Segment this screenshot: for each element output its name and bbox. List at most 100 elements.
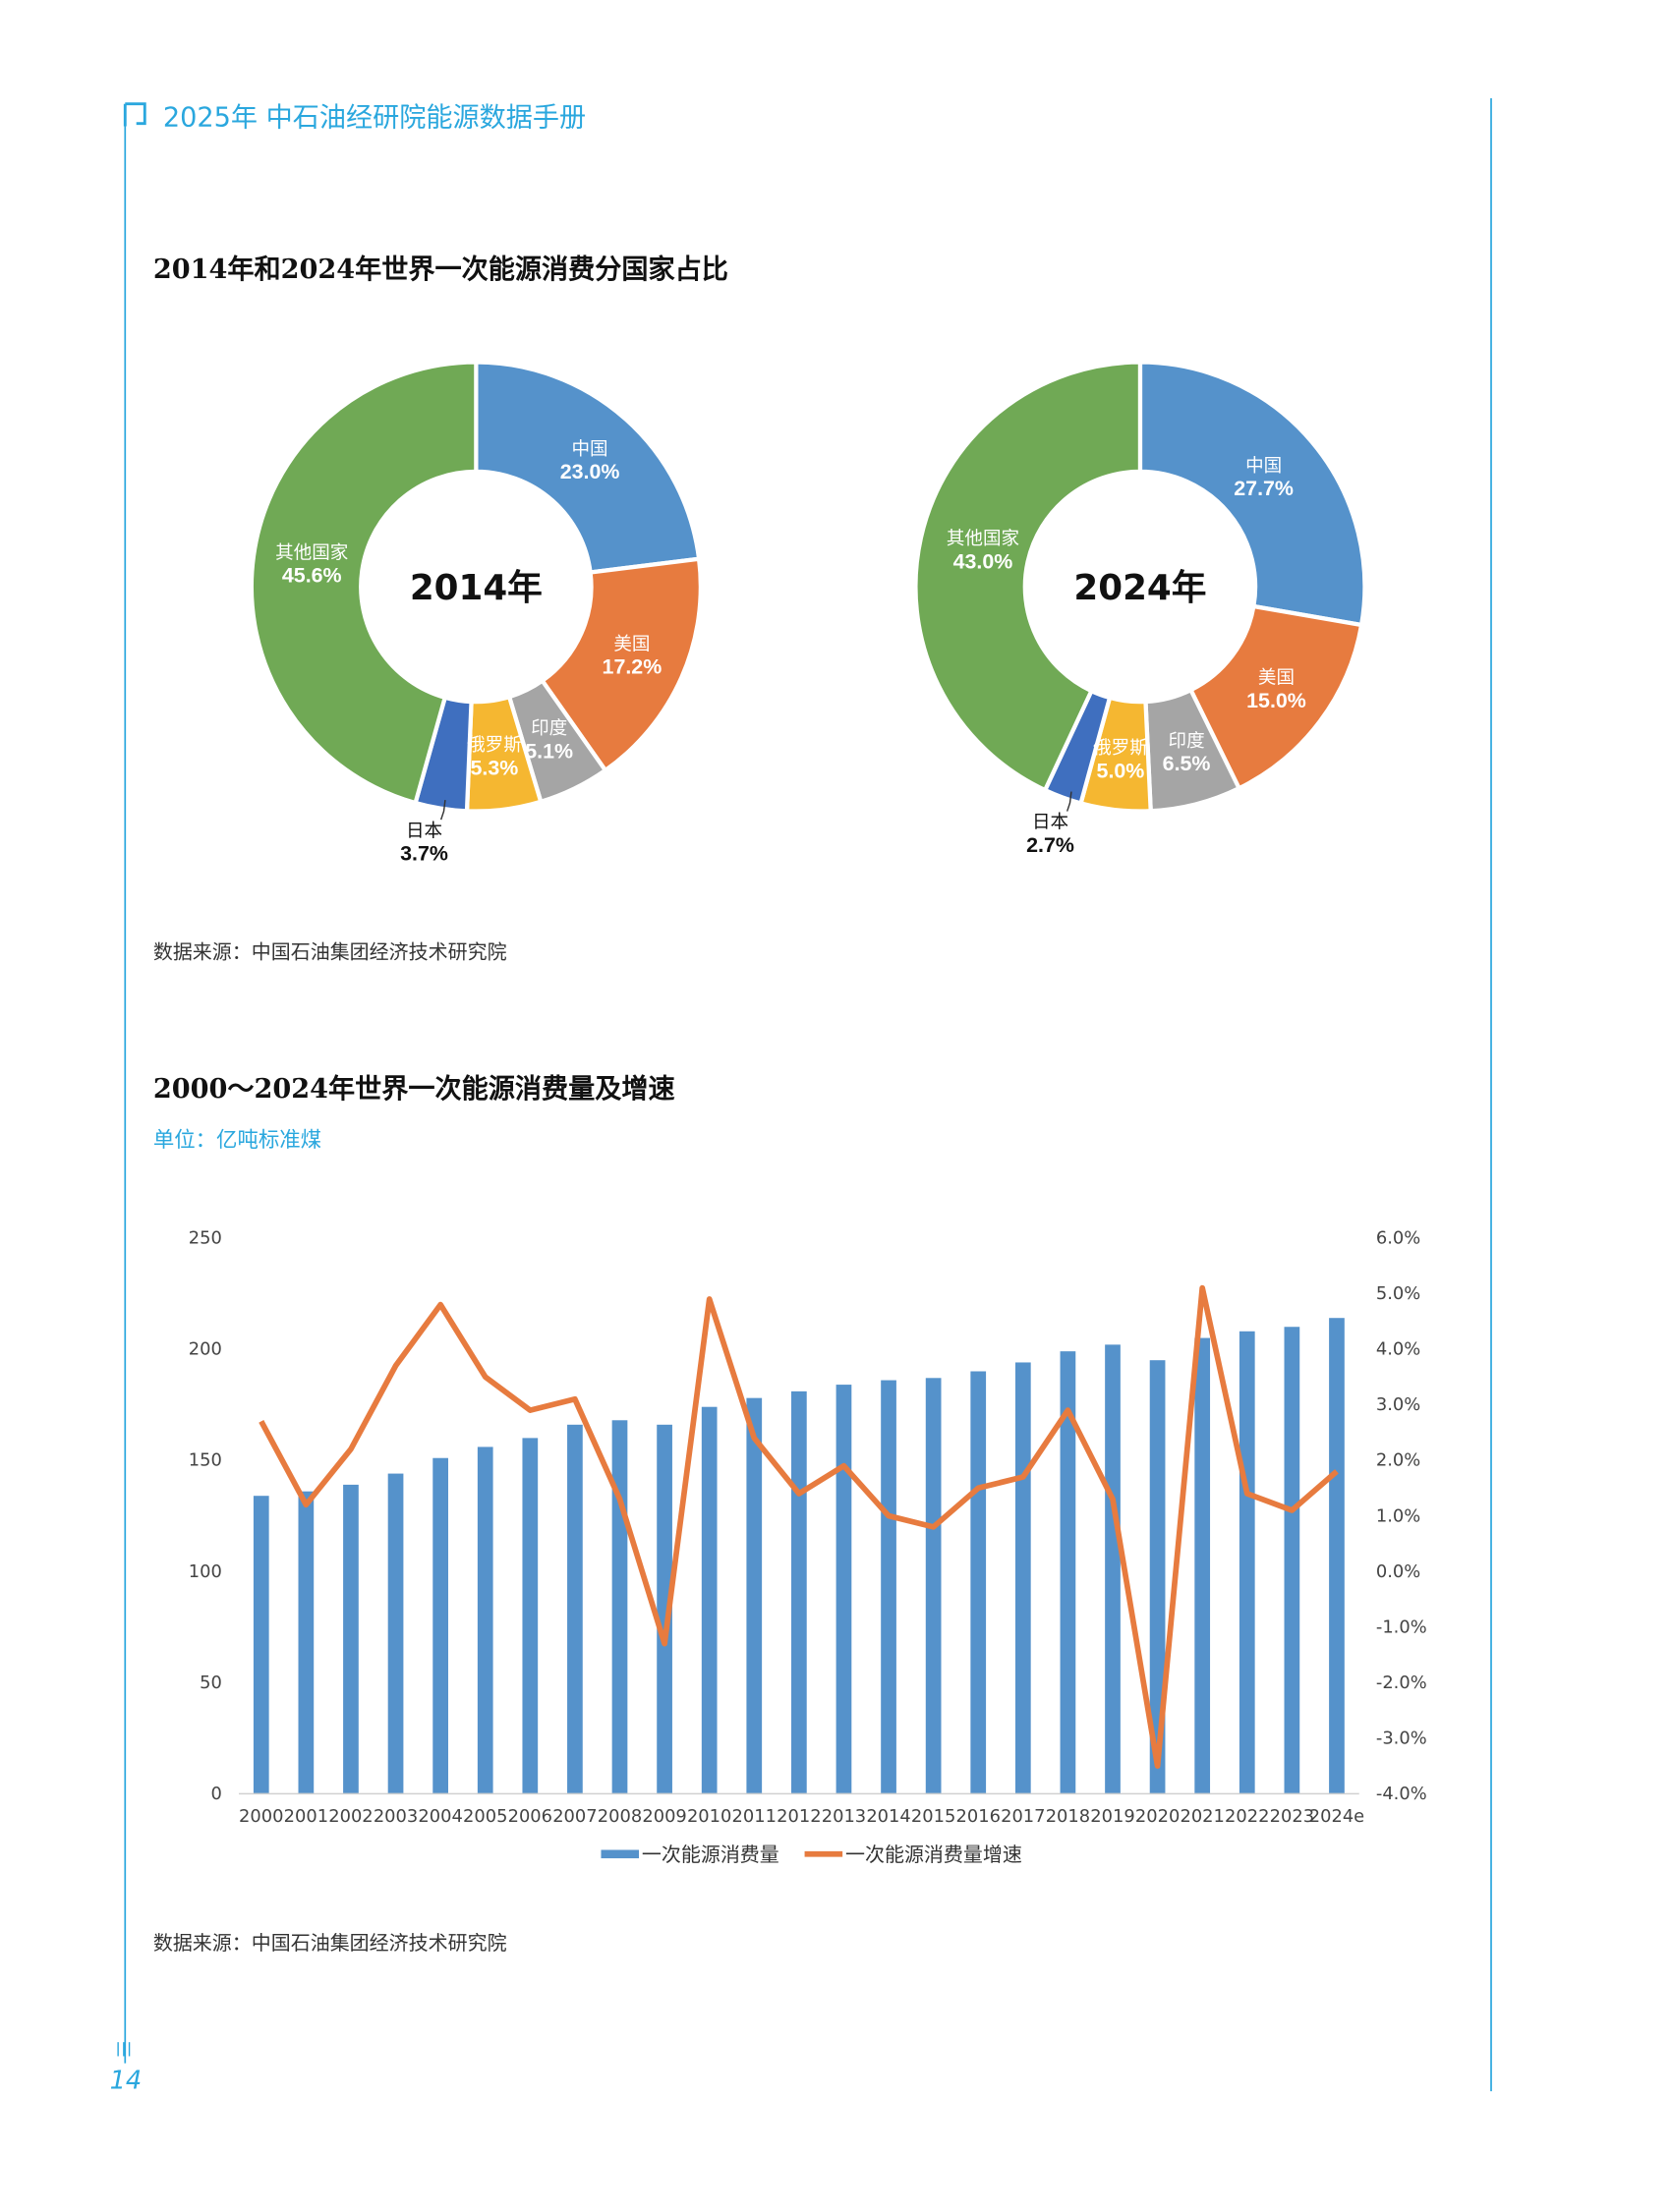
x-tick: 2007 <box>552 1806 597 1827</box>
bar-2002 <box>343 1484 359 1794</box>
y-right-tick: 1.0% <box>1376 1505 1420 1526</box>
y-right-tick: 4.0% <box>1376 1339 1420 1360</box>
x-tick: 2000 <box>239 1806 283 1827</box>
pie-value-russia: 5.0% <box>1097 759 1145 782</box>
x-tick: 2013 <box>822 1806 866 1827</box>
x-tick: 2017 <box>1001 1806 1045 1827</box>
pie-label-china: 中国 <box>572 439 608 460</box>
x-tick: 2018 <box>1046 1806 1090 1827</box>
header-title: 2025年 中石油经研院能源数据手册 <box>163 103 586 134</box>
x-tick: 2009 <box>642 1806 686 1827</box>
pie-value-others: 45.6% <box>282 564 342 588</box>
x-tick: 2020 <box>1135 1806 1180 1827</box>
pie-value-japan: 2.7% <box>1026 833 1074 857</box>
x-tick: 2002 <box>328 1806 373 1827</box>
x-tick: 2005 <box>463 1806 507 1827</box>
x-tick: 2008 <box>598 1806 642 1827</box>
y-left-tick: 200 <box>189 1339 222 1360</box>
y-right-tick: 6.0% <box>1376 1227 1420 1248</box>
bar-2009 <box>657 1424 672 1794</box>
bar-2005 <box>477 1446 493 1794</box>
x-tick: 2006 <box>508 1806 552 1827</box>
pie-value-india: 5.1% <box>525 739 573 763</box>
pie-label-others: 其他国家 <box>275 542 348 563</box>
x-tick: 2003 <box>374 1806 418 1827</box>
x-tick: 2016 <box>956 1806 1001 1827</box>
bar-2024e <box>1329 1318 1345 1794</box>
bar-2003 <box>387 1473 404 1794</box>
y-left-tick: 0 <box>210 1784 221 1804</box>
x-tick: 2024e <box>1309 1806 1364 1827</box>
section2-unit: 单位：亿吨标准煤 <box>153 1128 321 1153</box>
y-right-tick: 0.0% <box>1376 1561 1420 1582</box>
y-right-tick: -1.0% <box>1376 1616 1427 1637</box>
x-tick: 2022 <box>1225 1806 1269 1827</box>
bar-2012 <box>791 1390 807 1794</box>
pie-center-label: 2014年 <box>410 568 543 608</box>
y-right-tick: 5.0% <box>1376 1283 1420 1304</box>
pie-label-japan: 日本 <box>1032 813 1068 833</box>
x-tick: 2014 <box>866 1806 910 1827</box>
bar-2019 <box>1105 1344 1121 1794</box>
page-number: 14 <box>110 2066 143 2095</box>
y-right-tick: -3.0% <box>1376 1729 1427 1749</box>
y-right-tick: -2.0% <box>1376 1673 1427 1693</box>
y-left-tick: 250 <box>189 1227 222 1248</box>
pie-label-others: 其他国家 <box>947 529 1019 549</box>
pie-slice-usa <box>539 556 703 773</box>
bar-2004 <box>432 1457 448 1794</box>
legend-swatch-bar <box>601 1849 640 1859</box>
y-right-tick: -4.0% <box>1376 1784 1427 1804</box>
bar-2018 <box>1060 1351 1076 1794</box>
x-tick: 2019 <box>1090 1806 1134 1827</box>
pie-value-usa: 17.2% <box>603 655 663 679</box>
x-tick: 2015 <box>911 1806 955 1827</box>
pie-label-india: 印度 <box>531 718 567 739</box>
bar-2021 <box>1194 1337 1211 1794</box>
pie-label-india: 印度 <box>1169 731 1205 752</box>
pie-value-russia: 5.3% <box>471 756 519 779</box>
bar-2011 <box>746 1397 763 1794</box>
bar-2006 <box>522 1438 539 1794</box>
bracket-logo-icon <box>123 102 146 127</box>
bar-2016 <box>970 1371 987 1794</box>
bar-2013 <box>836 1385 852 1794</box>
pie-value-china: 27.7% <box>1234 477 1294 500</box>
y-left-tick: 100 <box>189 1561 222 1582</box>
section2-source: 数据来源：中国石油集团经济技术研究院 <box>153 1931 507 1955</box>
bar-2022 <box>1239 1331 1255 1794</box>
pie-slice-others <box>913 360 1143 793</box>
bar-2001 <box>298 1491 315 1794</box>
section1-title: 2014年和2024年世界一次能源消费分国家占比 <box>153 254 728 285</box>
pie-slice-china <box>474 360 702 575</box>
bar-2000 <box>253 1496 269 1794</box>
y-left-tick: 150 <box>189 1450 222 1471</box>
x-tick: 2012 <box>777 1806 821 1827</box>
x-tick: 2010 <box>687 1806 731 1827</box>
pie-label-russia: 俄罗斯 <box>1093 738 1148 759</box>
pie-value-usa: 15.0% <box>1246 689 1306 712</box>
pie-value-india: 6.5% <box>1163 752 1211 775</box>
section2-title: 2000～2024年世界一次能源消费量及增速 <box>153 1073 675 1105</box>
pie-value-china: 23.0% <box>560 460 620 483</box>
pie-value-japan: 3.7% <box>400 842 448 866</box>
leader-line <box>439 800 446 821</box>
bar-2023 <box>1284 1327 1300 1794</box>
bar-2008 <box>611 1420 628 1794</box>
pie-label-usa: 美国 <box>613 634 650 654</box>
x-tick: 2021 <box>1180 1806 1224 1827</box>
pie-label-japan: 日本 <box>406 821 442 841</box>
bar-2014 <box>881 1380 896 1794</box>
pie-value-others: 43.0% <box>953 549 1013 573</box>
x-tick: 2001 <box>284 1806 328 1827</box>
pie-label-china: 中国 <box>1245 456 1282 477</box>
bar-2020 <box>1149 1360 1166 1794</box>
bar-line-chart: 0 50 100 150 200 250 -4.0% -3.0% -2.0% -1.0% 0.0% 1… <box>189 1227 1427 1865</box>
x-tick: 2023 <box>1270 1806 1314 1827</box>
leader-line <box>1066 791 1072 812</box>
bar-2010 <box>701 1406 718 1794</box>
bar-2017 <box>1014 1362 1031 1794</box>
bar-2007 <box>567 1424 583 1794</box>
